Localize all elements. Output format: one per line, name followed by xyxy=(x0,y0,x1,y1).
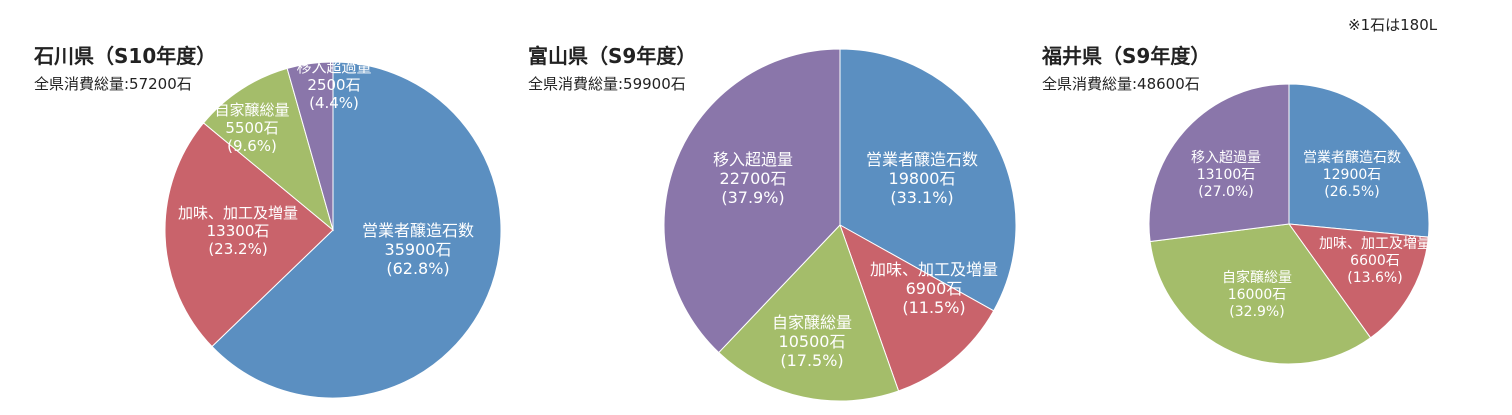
pie-slice-fukui-inyuu xyxy=(1148,83,1290,243)
pie-slice-fukui-kami xyxy=(1287,223,1429,339)
pie-slice-ishikawa-kami xyxy=(164,122,334,348)
chart-subtitle-fukui: 全県消費総量:48600石 xyxy=(1042,75,1200,93)
pie-slice-toyama-jika xyxy=(718,224,900,402)
slice-label-fukui-jika: 自家醸総量 16000石(32.9%) xyxy=(1222,269,1292,320)
pie-slice-ishikawa-inyuu xyxy=(286,61,334,231)
slice-label-toyama-inyuu: 移入超過量 22700石(37.9%) xyxy=(713,150,793,207)
pie-slice-toyama-inyuu xyxy=(663,48,841,354)
slice-label-fukui-eigyou: 営業者醸造石数 12900石(26.5%) xyxy=(1303,150,1401,200)
chart-subtitle-ishikawa: 全県消費総量:57200石 xyxy=(34,75,192,93)
pie-slice-fukui-jika xyxy=(1149,223,1372,365)
slice-label-toyama-eigyou: 営業者醸造石数 19800石(33.1%) xyxy=(866,150,978,207)
pie-slice-toyama-eigyou xyxy=(839,48,1017,312)
slice-label-ishikawa-jika: 自家醸総量 5500石(9.6%) xyxy=(214,101,289,155)
chart-subtitle-toyama: 全県消費総量:59900石 xyxy=(528,75,686,93)
pie-slice-ishikawa-eigyou xyxy=(211,61,502,399)
pie-slice-fukui-eigyou xyxy=(1288,83,1430,238)
chart-title-fukui: 福井県（S9年度） xyxy=(1042,44,1211,68)
slice-label-fukui-kami: 加味、加工及増量 6600石(13.6%) xyxy=(1319,236,1431,286)
chart-title-toyama: 富山県（S9年度） xyxy=(528,44,697,68)
pie-slice-toyama-kami xyxy=(839,223,995,392)
pie-slice-ishikawa-jika xyxy=(202,67,334,232)
slice-label-ishikawa-eigyou: 営業者醸造石数 35900石(62.8%) xyxy=(362,221,474,278)
chart-title-ishikawa: 石川県（S10年度） xyxy=(34,44,217,68)
slice-label-ishikawa-kami: 加味、加工及増量 13300石(23.2%) xyxy=(178,204,298,258)
slice-label-toyama-jika: 自家醸総量 10500石(17.5%) xyxy=(772,313,852,370)
slice-label-ishikawa-inyuu: 移入超過量 2500石(4.4%) xyxy=(296,58,371,112)
unit-note: ※1石は180L xyxy=(1348,16,1438,34)
slice-label-fukui-inyuu: 移入超過量 13100石(27.0%) xyxy=(1191,150,1261,200)
slice-label-toyama-kami: 加味、加工及増量 6900石(11.5%) xyxy=(870,260,998,317)
